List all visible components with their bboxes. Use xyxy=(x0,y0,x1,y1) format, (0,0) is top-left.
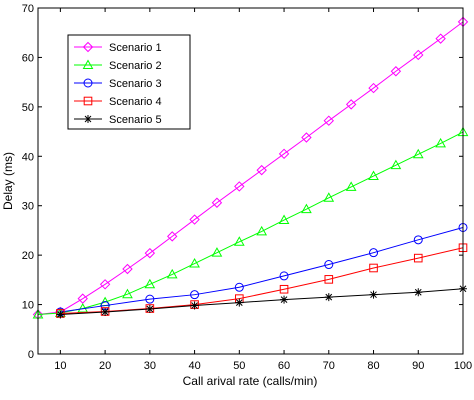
legend-item: Scenario 5 xyxy=(74,114,162,126)
series-5-line xyxy=(60,288,464,315)
y-tick-label: 30 xyxy=(22,201,34,213)
series-2-point xyxy=(345,181,357,191)
x-tick-label: 20 xyxy=(99,360,111,372)
legend-marker xyxy=(82,59,94,69)
series-1-point xyxy=(256,164,267,176)
series-1-point xyxy=(368,82,379,94)
series-4-point xyxy=(369,263,378,273)
series-2-point xyxy=(233,236,245,246)
legend-item: Scenario 2 xyxy=(74,59,162,72)
series-5-point xyxy=(56,310,65,319)
series-3-point xyxy=(234,282,244,292)
series-1 xyxy=(32,16,469,320)
series-5-point xyxy=(280,295,289,304)
series-5-point xyxy=(190,301,199,310)
x-tick-label: 10 xyxy=(54,360,66,372)
series-5-point xyxy=(414,288,423,297)
series-2-point xyxy=(122,288,133,299)
legend-label: Scenario 5 xyxy=(109,114,162,126)
x-axis-label: Call arival rate (calls/min) xyxy=(183,374,318,388)
legend-marker xyxy=(84,115,92,123)
x-tick-label: 60 xyxy=(278,360,290,372)
series-3-point xyxy=(145,294,155,304)
x-tick-label: 90 xyxy=(412,360,424,372)
series-1-point xyxy=(390,66,402,77)
series-3-point xyxy=(413,235,423,245)
series-2-point xyxy=(368,170,379,181)
plot-frame xyxy=(37,7,464,355)
legend-label: Scenario 4 xyxy=(109,96,162,108)
series-1-point xyxy=(144,247,156,259)
series-1-point xyxy=(234,181,245,192)
legend-label: Scenario 2 xyxy=(109,60,162,72)
y-tick-label: 0 xyxy=(28,349,34,361)
series-2-point xyxy=(435,137,446,148)
x-tick-label: 30 xyxy=(144,360,156,372)
legend-marker xyxy=(83,96,93,106)
series-5-point xyxy=(101,307,110,316)
series-2-point xyxy=(301,203,312,214)
series-2-point xyxy=(323,192,335,202)
series-5-point xyxy=(145,305,154,314)
series-2-point xyxy=(390,159,402,170)
y-tick-label: 10 xyxy=(22,300,34,312)
series-3-line xyxy=(60,226,464,313)
series-4-point xyxy=(413,253,423,263)
series-2-point xyxy=(189,258,200,268)
series-3-point xyxy=(190,290,200,300)
series-1-line xyxy=(37,21,464,315)
series-3-point xyxy=(279,271,289,281)
series-1-point xyxy=(167,231,178,242)
y-tick-label: 50 xyxy=(22,102,34,114)
series-1-point xyxy=(211,197,223,208)
series-3 xyxy=(55,222,468,317)
series-2-point xyxy=(144,278,156,289)
x-tick-label: 50 xyxy=(233,360,245,372)
legend-marker xyxy=(83,78,93,88)
legend-label: Scenario 1 xyxy=(109,42,162,54)
series-1-point xyxy=(345,99,357,110)
y-tick-label: 70 xyxy=(22,3,34,15)
series-2-point xyxy=(412,148,424,159)
y-tick-label: 20 xyxy=(22,250,34,262)
series-2-point xyxy=(166,268,178,279)
x-tick-label: 70 xyxy=(323,360,335,372)
y-axis-label: Delay (ms) xyxy=(1,152,15,210)
series-3-point xyxy=(369,248,379,258)
legend-item: Scenario 3 xyxy=(74,78,162,90)
series-5-point xyxy=(235,298,244,307)
series-1-point xyxy=(278,148,290,160)
x-tick-label: 40 xyxy=(188,360,200,372)
series-3-point xyxy=(324,260,334,270)
x-tick-label: 100 xyxy=(454,360,472,372)
x-tick-label: 80 xyxy=(367,360,379,372)
legend-item: Scenario 4 xyxy=(74,96,162,108)
series-5-point xyxy=(369,290,378,299)
series-5-point xyxy=(324,293,333,302)
legend-label: Scenario 3 xyxy=(109,78,162,90)
series-4-point xyxy=(279,284,289,294)
series-2-point xyxy=(211,247,223,257)
series-1-point xyxy=(435,33,446,44)
series-1-point xyxy=(99,279,111,290)
legend: Scenario 1 Scenario 2 Scenario 3 Scenario 4… xyxy=(67,34,191,130)
legend-marker xyxy=(82,41,94,53)
series-2-point xyxy=(278,214,290,225)
y-tick-label: 40 xyxy=(22,151,34,163)
series-layer xyxy=(32,16,469,320)
series-4-point xyxy=(324,275,334,284)
series-1-point xyxy=(189,214,200,225)
series-2 xyxy=(32,126,469,319)
ticks-layer: 10 20 30 40 50 60 70 80 90 100 0 10 20 30 40 50 60 70 xyxy=(22,3,472,372)
series-1-point xyxy=(301,132,312,143)
series-2-point xyxy=(256,225,268,236)
y-tick-label: 60 xyxy=(22,52,34,64)
legend-item: Scenario 1 xyxy=(74,41,162,54)
series-1-point xyxy=(122,263,133,275)
series-1-point xyxy=(323,115,334,126)
series-1-point xyxy=(413,49,424,61)
